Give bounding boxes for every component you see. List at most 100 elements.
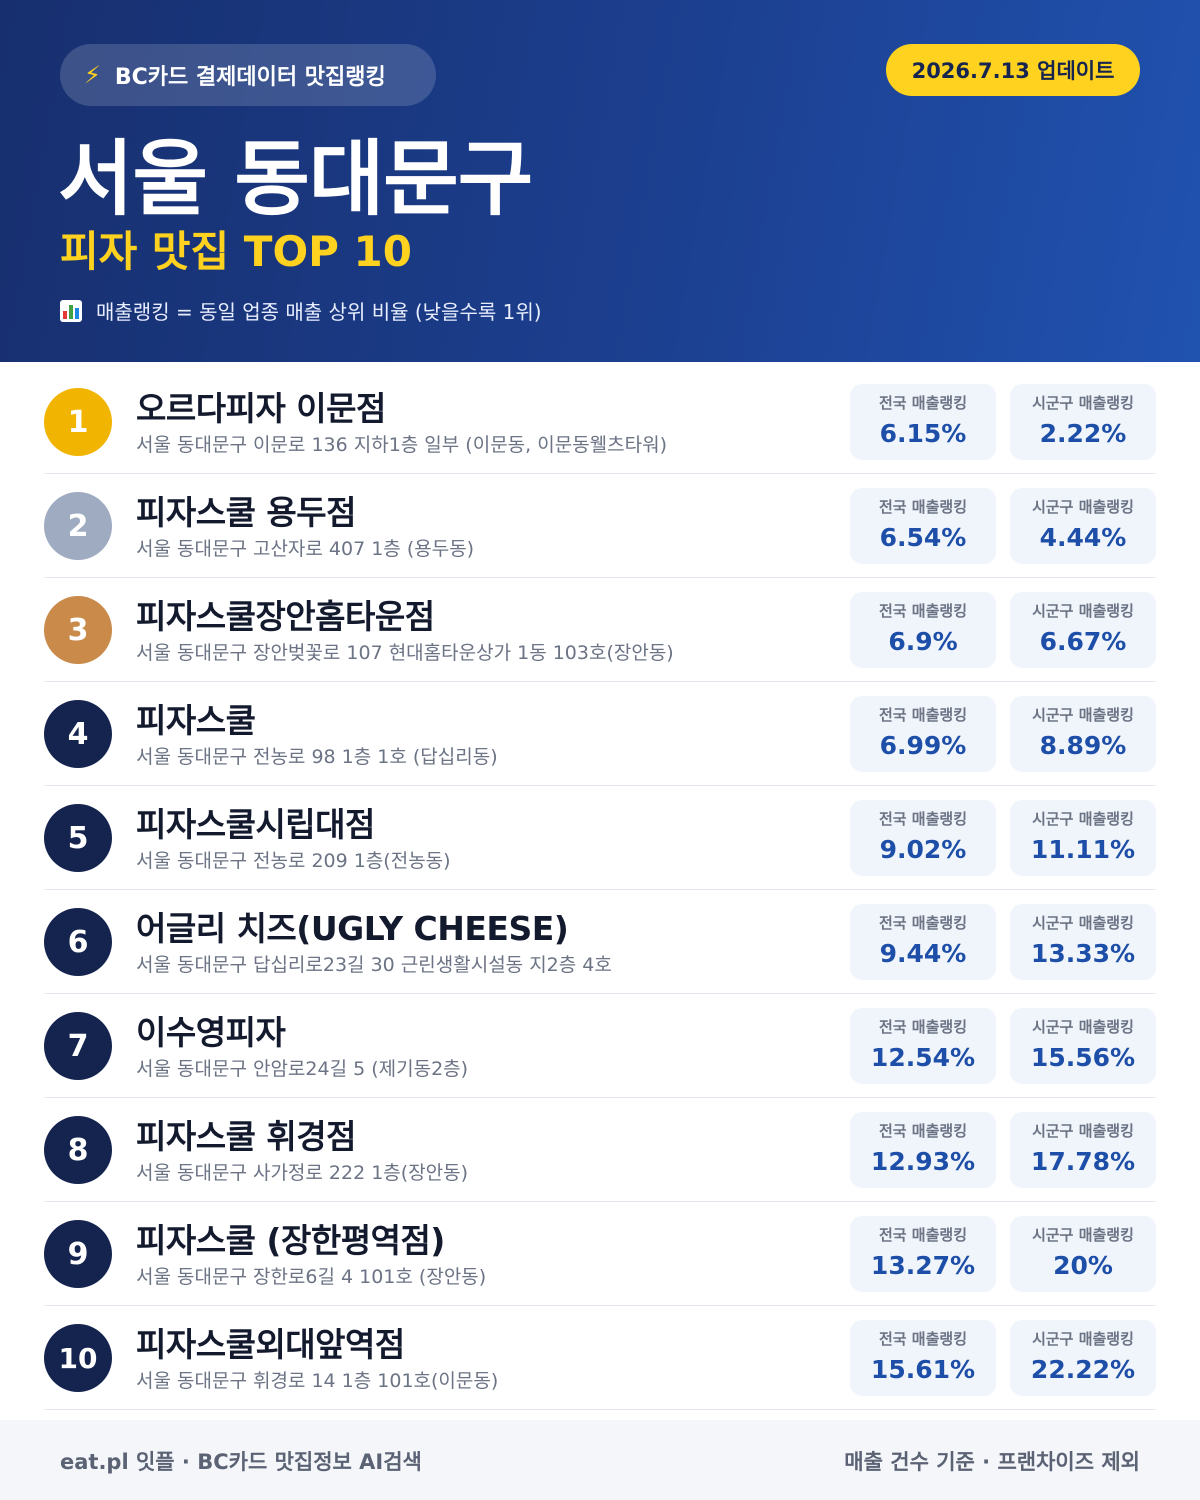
restaurant-address: 서울 동대문구 사가정로 222 1층(장안동) [136,1162,469,1184]
national-ranking-label: 전국 매출랭킹 [878,706,968,724]
list-item[interactable]: 6 어글리 치즈(UGLY CHEESE) 서울 동대문구 답십리로23길 30 근… [44,890,1156,994]
page-subtitle: 피자 맛집 TOP 10 [60,227,413,276]
rank-badge: 5 [44,804,112,872]
local-ranking-label: 시군구 매출랭킹 [1032,1018,1134,1036]
rank-badge: 10 [44,1324,112,1392]
local-ranking-value: 4.44% [1039,523,1127,552]
local-ranking-label: 시군구 매출랭킹 [1032,706,1134,724]
rank-badge: 8 [44,1116,112,1184]
rank-badge: 1 [44,388,112,456]
national-ranking-value: 6.54% [879,523,967,552]
local-ranking-value: 2.22% [1039,419,1127,448]
lightning-icon: ⚡ [84,61,101,89]
restaurant-name[interactable]: 피자스쿨장안홈타운점 [136,597,435,636]
local-ranking-value: 17.78% [1030,1147,1136,1176]
list-item[interactable]: 9 피자스쿨 (장한평역점) 서울 동대문구 장한로6길 4 101호 (장안동) 전… [44,1202,1156,1306]
national-ranking-label: 전국 매출랭킹 [878,498,968,516]
local-ranking-value: 6.67% [1039,627,1127,656]
national-ranking-label: 전국 매출랭킹 [878,810,968,828]
local-ranking: 시군구 매출랭킹 13.33% [1010,904,1156,980]
header-banner: ⚡ BC카드 결제데이터 맛집랭킹 2026.7.13 업데이트 서울 동대문구… [0,0,1200,362]
local-ranking: 시군구 매출랭킹 4.44% [1010,488,1156,564]
national-ranking-value: 12.54% [870,1043,976,1072]
local-ranking-label: 시군구 매출랭킹 [1032,602,1134,620]
ranking-legend: 매출랭킹 = 동일 업종 매출 상위 비율 (낮을수록 1위) [60,296,542,325]
restaurant-address: 서울 동대문구 이문로 136 지하1층 일부 (이문동, 이문동웰츠타워) [136,434,668,456]
national-ranking-value: 6.9% [888,627,958,656]
restaurant-name[interactable]: 피자스쿨 (장한평역점) [136,1221,445,1260]
local-ranking-label: 시군구 매출랭킹 [1032,498,1134,516]
local-ranking-label: 시군구 매출랭킹 [1032,1122,1134,1140]
restaurant-name[interactable]: 오르다피자 이문점 [136,389,386,428]
national-ranking-value: 6.99% [879,731,967,760]
restaurant-name[interactable]: 피자스쿨 휘경점 [136,1117,357,1156]
local-ranking-label: 시군구 매출랭킹 [1032,810,1134,828]
national-ranking: 전국 매출랭킹 6.15% [850,384,996,460]
national-ranking: 전국 매출랭킹 6.54% [850,488,996,564]
restaurant-name[interactable]: 피자스쿨 [136,701,256,740]
national-ranking: 전국 매출랭킹 15.61% [850,1320,996,1396]
national-ranking-label: 전국 매출랭킹 [878,914,968,932]
local-ranking-value: 15.56% [1030,1043,1136,1072]
rank-badge: 9 [44,1220,112,1288]
national-ranking-value: 12.93% [870,1147,976,1176]
national-ranking: 전국 매출랭킹 9.44% [850,904,996,980]
local-ranking-value: 8.89% [1039,731,1127,760]
list-item[interactable]: 7 이수영피자 서울 동대문구 안암로24길 5 (제기동2층) 전국 매출랭킹 12.… [44,994,1156,1098]
local-ranking: 시군구 매출랭킹 15.56% [1010,1008,1156,1084]
local-ranking-value: 20% [1053,1251,1113,1280]
local-ranking: 시군구 매출랭킹 17.78% [1010,1112,1156,1188]
restaurant-name[interactable]: 어글리 치즈(UGLY CHEESE) [136,909,569,948]
local-ranking: 시군구 매출랭킹 20% [1010,1216,1156,1292]
national-ranking: 전국 매출랭킹 9.02% [850,800,996,876]
national-ranking-label: 전국 매출랭킹 [878,1122,968,1140]
national-ranking-label: 전국 매출랭킹 [878,1226,968,1244]
national-ranking-value: 6.15% [879,419,967,448]
rank-badge: 4 [44,700,112,768]
restaurant-name[interactable]: 피자스쿨외대앞역점 [136,1325,405,1364]
restaurant-name[interactable]: 피자스쿨 용두점 [136,493,357,532]
restaurant-address: 서울 동대문구 안암로24길 5 (제기동2층) [136,1058,469,1080]
update-badge: 2026.7.13 업데이트 [886,44,1140,96]
restaurant-address: 서울 동대문구 장안벚꽃로 107 현대홈타운상가 1동 103호(장안동) [136,642,674,664]
footer: eat.pl 잇플 · BC카드 맛집정보 AI검색 매출 건수 기준 · 프랜… [0,1420,1200,1500]
restaurant-address: 서울 동대문구 전농로 209 1층(전농동) [136,850,451,872]
source-badge: ⚡ BC카드 결제데이터 맛집랭킹 [60,44,436,106]
national-ranking-value: 15.61% [870,1355,976,1384]
list-item[interactable]: 2 피자스쿨 용두점 서울 동대문구 고산자로 407 1층 (용두동) 전국 매출랭… [44,474,1156,578]
restaurant-address: 서울 동대문구 전농로 98 1층 1호 (답십리동) [136,746,498,768]
footer-note: 매출 건수 기준 · 프랜차이즈 제외 [844,1450,1140,1474]
rank-badge: 6 [44,908,112,976]
restaurant-name[interactable]: 피자스쿨시립대점 [136,805,375,844]
local-ranking: 시군구 매출랭킹 2.22% [1010,384,1156,460]
local-ranking: 시군구 매출랭킹 6.67% [1010,592,1156,668]
rank-badge: 3 [44,596,112,664]
local-ranking-label: 시군구 매출랭킹 [1032,1330,1134,1348]
rank-badge: 2 [44,492,112,560]
national-ranking-value: 9.44% [879,939,967,968]
restaurant-address: 서울 동대문구 휘경로 14 1층 101호(이문동) [136,1370,499,1392]
ranking-legend-text: 매출랭킹 = 동일 업종 매출 상위 비율 (낮을수록 1위) [96,300,542,324]
local-ranking-value: 11.11% [1030,835,1136,864]
local-ranking-value: 13.33% [1030,939,1136,968]
footer-source: eat.pl 잇플 · BC카드 맛집정보 AI검색 [60,1450,422,1474]
restaurant-name[interactable]: 이수영피자 [136,1013,286,1052]
local-ranking: 시군구 매출랭킹 8.89% [1010,696,1156,772]
national-ranking: 전국 매출랭킹 12.54% [850,1008,996,1084]
national-ranking-label: 전국 매출랭킹 [878,1018,968,1036]
local-ranking-value: 22.22% [1030,1355,1136,1384]
source-badge-text: BC카드 결제데이터 맛집랭킹 [114,65,386,90]
national-ranking: 전국 매출랭킹 13.27% [850,1216,996,1292]
local-ranking-label: 시군구 매출랭킹 [1032,394,1134,412]
national-ranking-value: 13.27% [870,1251,976,1280]
national-ranking: 전국 매출랭킹 6.99% [850,696,996,772]
restaurant-address: 서울 동대문구 답십리로23길 30 근린생활시설동 지2층 4호 [136,954,612,976]
